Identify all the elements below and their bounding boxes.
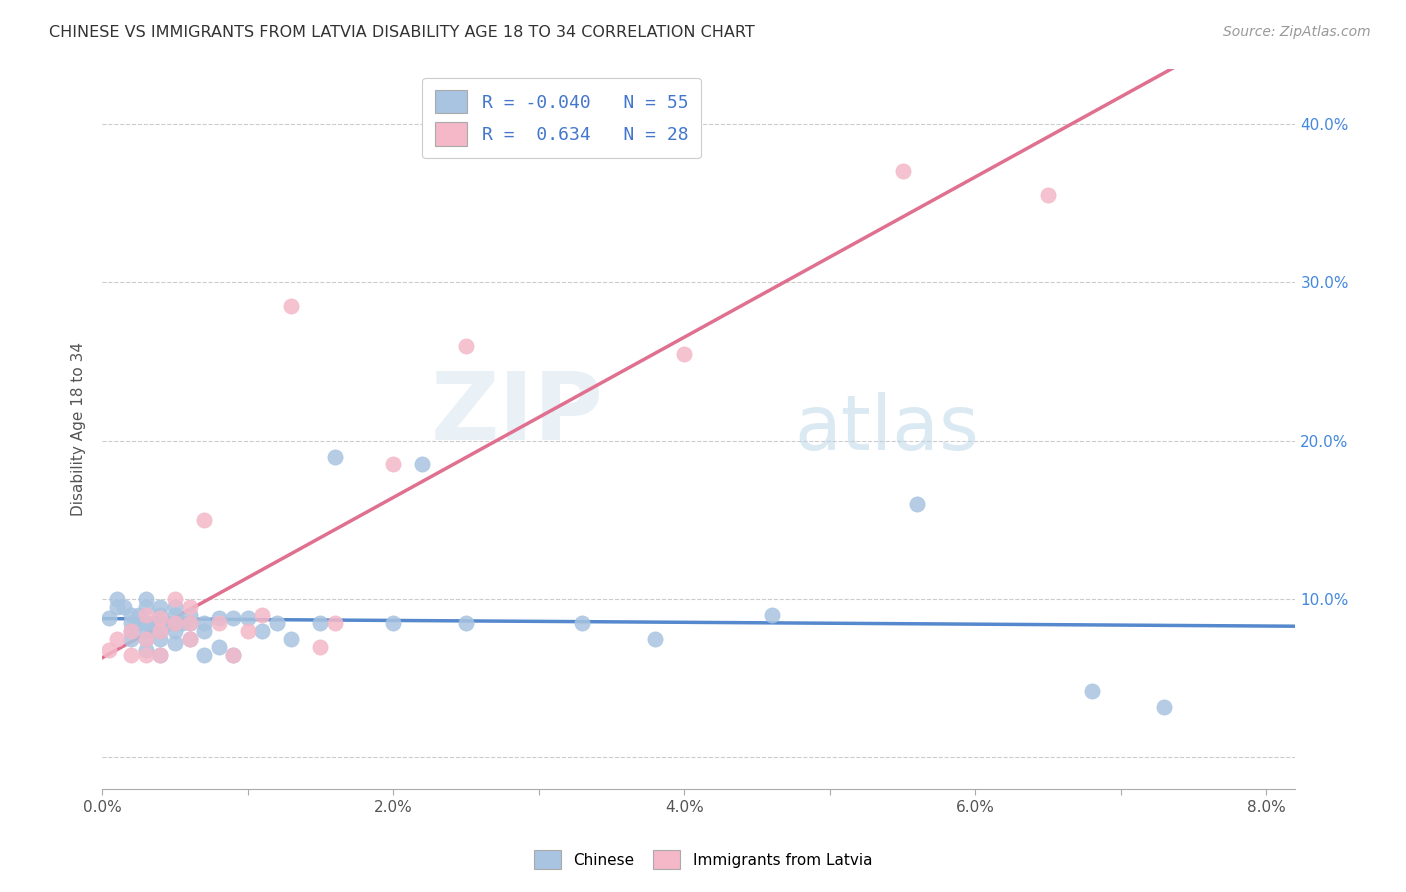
Point — [252, 624, 274, 638]
Point — [163, 636, 186, 650]
Point — [156, 615, 179, 630]
Point — [179, 632, 201, 646]
Point — [135, 632, 157, 646]
Point — [120, 615, 142, 630]
Point — [149, 615, 172, 630]
Point — [193, 648, 215, 662]
Point — [1080, 684, 1102, 698]
Point — [149, 632, 172, 646]
Point — [309, 615, 332, 630]
Point — [323, 615, 346, 630]
Point — [644, 632, 666, 646]
Point — [120, 624, 142, 638]
Point — [1153, 699, 1175, 714]
Point — [382, 458, 405, 472]
Point — [149, 600, 172, 615]
Point — [163, 624, 186, 638]
Point — [222, 648, 245, 662]
Text: Source: ZipAtlas.com: Source: ZipAtlas.com — [1223, 25, 1371, 39]
Point — [905, 497, 928, 511]
Point — [135, 607, 157, 622]
Point — [128, 615, 150, 630]
Point — [761, 607, 783, 622]
Point — [193, 513, 215, 527]
Point — [266, 615, 288, 630]
Point — [309, 640, 332, 654]
Text: ZIP: ZIP — [430, 368, 603, 460]
Point — [172, 615, 194, 630]
Point — [120, 624, 142, 638]
Point — [207, 615, 229, 630]
Point — [98, 642, 121, 657]
Point — [149, 607, 172, 622]
Point — [120, 607, 142, 622]
Point — [179, 600, 201, 615]
Point — [163, 607, 186, 622]
Point — [149, 648, 172, 662]
Point — [454, 615, 477, 630]
Legend: Chinese, Immigrants from Latvia: Chinese, Immigrants from Latvia — [527, 844, 879, 875]
Point — [222, 611, 245, 625]
Point — [120, 632, 142, 646]
Point — [149, 648, 172, 662]
Point — [891, 164, 914, 178]
Point — [571, 615, 593, 630]
Point — [135, 600, 157, 615]
Point — [222, 648, 245, 662]
Point — [236, 624, 259, 638]
Point — [280, 299, 302, 313]
Point — [149, 624, 172, 638]
Point — [411, 458, 433, 472]
Point — [149, 611, 172, 625]
Point — [207, 640, 229, 654]
Legend: R = -0.040   N = 55, R =  0.634   N = 28: R = -0.040 N = 55, R = 0.634 N = 28 — [422, 78, 702, 158]
Point — [252, 607, 274, 622]
Point — [135, 642, 157, 657]
Point — [280, 632, 302, 646]
Point — [120, 648, 142, 662]
Point — [323, 450, 346, 464]
Text: atlas: atlas — [794, 392, 979, 466]
Point — [179, 615, 201, 630]
Point — [163, 615, 186, 630]
Point — [112, 600, 135, 615]
Point — [179, 607, 201, 622]
Point — [382, 615, 405, 630]
Point — [142, 615, 165, 630]
Point — [163, 615, 186, 630]
Point — [135, 592, 157, 607]
Point — [98, 611, 121, 625]
Point — [179, 632, 201, 646]
Point — [236, 611, 259, 625]
Text: CHINESE VS IMMIGRANTS FROM LATVIA DISABILITY AGE 18 TO 34 CORRELATION CHART: CHINESE VS IMMIGRANTS FROM LATVIA DISABI… — [49, 25, 755, 40]
Point — [149, 624, 172, 638]
Point — [105, 600, 128, 615]
Point — [179, 615, 201, 630]
Point — [193, 624, 215, 638]
Point — [163, 592, 186, 607]
Point — [135, 632, 157, 646]
Point — [1036, 188, 1059, 202]
Point — [207, 611, 229, 625]
Point — [105, 592, 128, 607]
Point — [135, 624, 157, 638]
Point — [128, 607, 150, 622]
Point — [193, 615, 215, 630]
Point — [673, 346, 696, 360]
Y-axis label: Disability Age 18 to 34: Disability Age 18 to 34 — [72, 342, 86, 516]
Point — [135, 648, 157, 662]
Point — [163, 600, 186, 615]
Point — [454, 339, 477, 353]
Point — [105, 632, 128, 646]
Point — [135, 615, 157, 630]
